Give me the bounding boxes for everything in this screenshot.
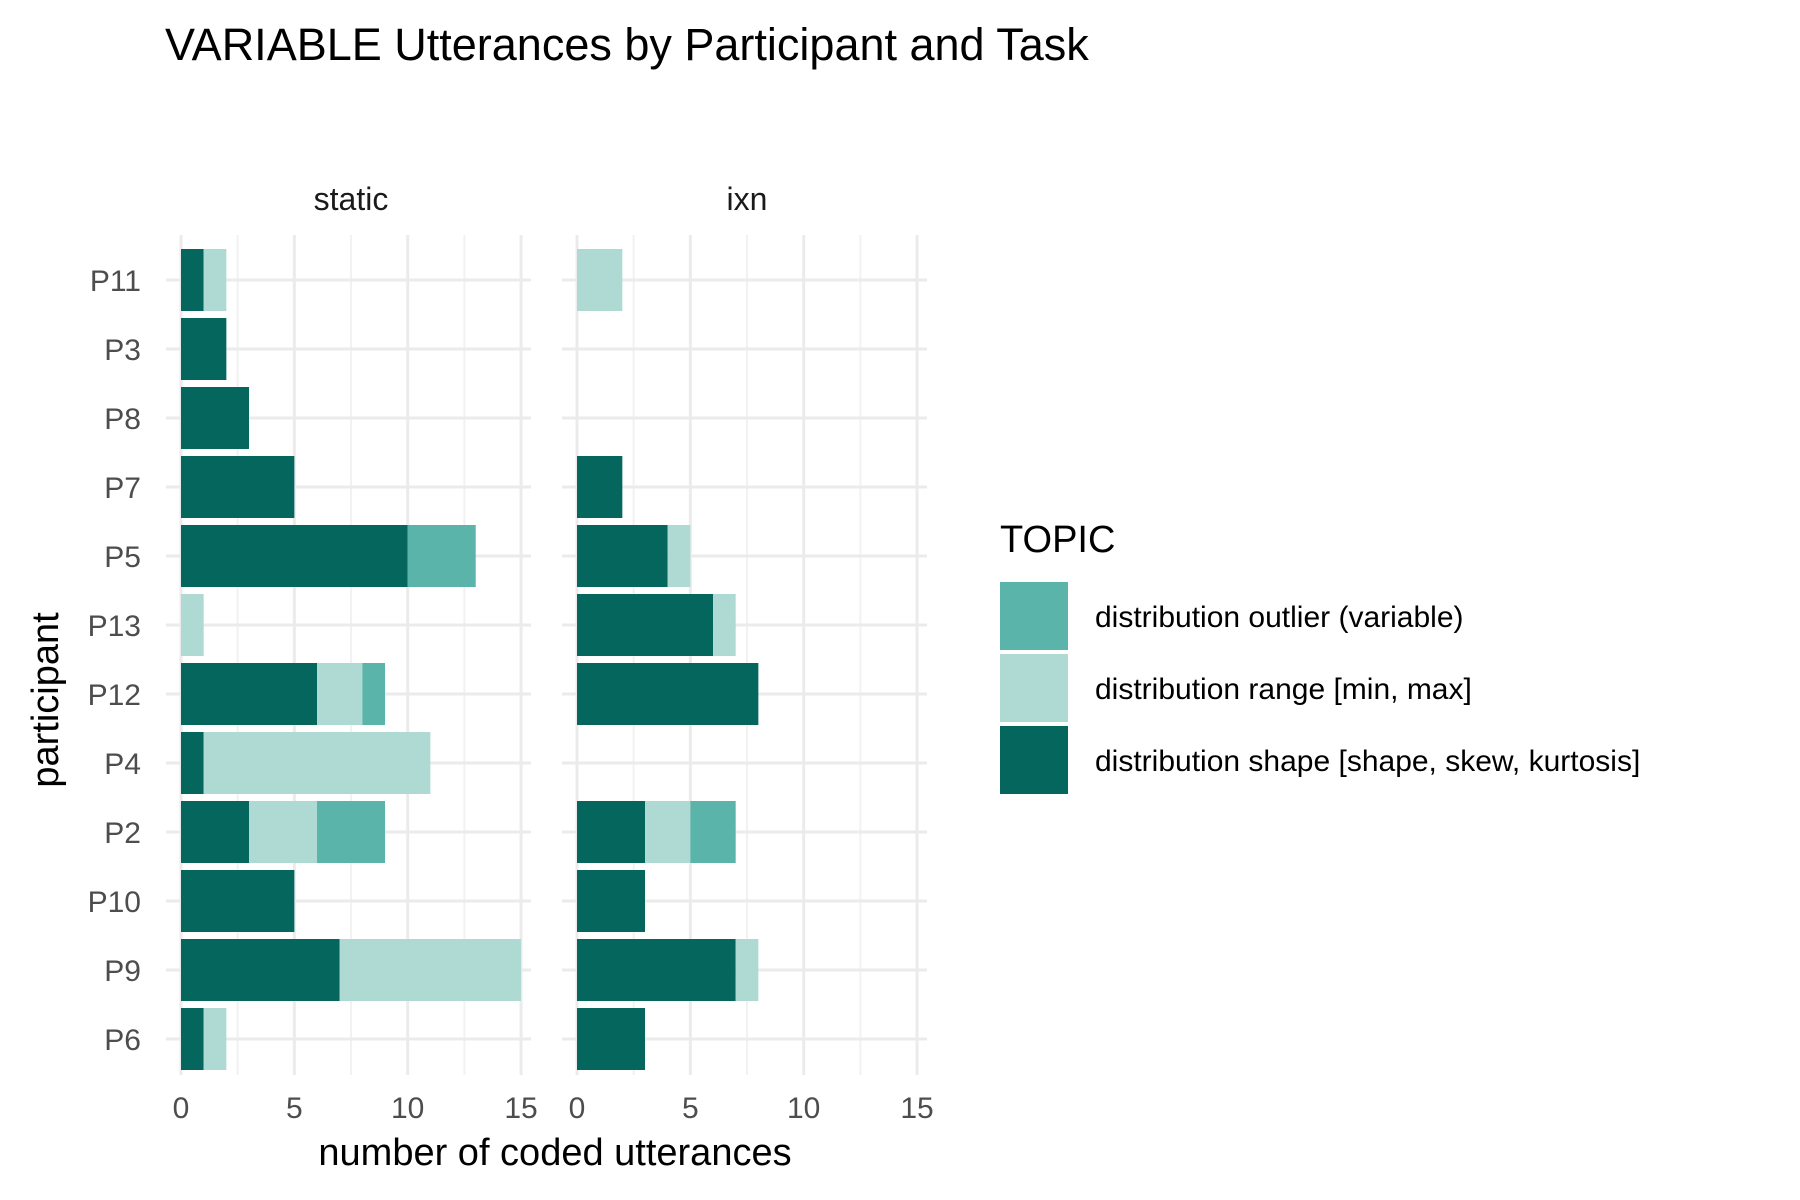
bar-static-P11 — [181, 249, 204, 311]
x-tick-label: 10 — [391, 1092, 424, 1125]
y-tick-label: P2 — [104, 817, 141, 850]
bar-static-P6 — [204, 1008, 227, 1070]
y-tick-label: P3 — [104, 334, 141, 367]
bar-ixn-P2 — [645, 801, 690, 863]
bar-ixn-P7 — [577, 456, 622, 518]
x-axis-title: number of coded utterances — [318, 1132, 791, 1174]
legend-swatch — [1000, 726, 1068, 794]
bar-static-P8 — [181, 387, 249, 449]
bar-static-P9 — [181, 939, 340, 1001]
bar-ixn-P6 — [577, 1008, 645, 1070]
x-tick-label: 15 — [900, 1092, 933, 1125]
x-tick-label: 0 — [173, 1092, 190, 1125]
bar-static-P12 — [362, 663, 385, 725]
y-tick-label: P10 — [88, 886, 141, 919]
bar-static-P2 — [249, 801, 317, 863]
bar-static-P2 — [317, 801, 385, 863]
bar-ixn-P12 — [577, 663, 758, 725]
bar-ixn-P13 — [713, 594, 736, 656]
bar-ixn-P2 — [690, 801, 735, 863]
x-tick-label: 5 — [286, 1092, 303, 1125]
x-tick-label: 15 — [504, 1092, 537, 1125]
panels: 0 5 10 15 static 0 5 10 15 ixn — [166, 181, 934, 1125]
bar-static-P5 — [181, 525, 408, 587]
y-axis-labels: P11 P3 P8 P7 P5 P13 P12 P4 P2 P10 P9 P6 — [88, 265, 141, 1057]
y-tick-label: P7 — [104, 472, 141, 505]
bar-static-P4 — [204, 732, 431, 794]
bar-ixn-P9 — [577, 939, 736, 1001]
bar-ixn-P13 — [577, 594, 713, 656]
x-tick-label: 5 — [682, 1092, 699, 1125]
bar-static-P2 — [181, 801, 249, 863]
bar-static-P3 — [181, 318, 226, 380]
x-tick-label: 10 — [787, 1092, 820, 1125]
y-tick-label: P8 — [104, 403, 141, 436]
y-tick-label: P4 — [104, 748, 141, 781]
y-tick-label: P13 — [88, 610, 141, 643]
panel-ixn: 0 5 10 15 ixn — [562, 181, 934, 1125]
chart-title: VARIABLE Utterances by Participant and T… — [165, 19, 1089, 70]
y-tick-label: P11 — [90, 265, 141, 298]
bar-ixn-P11 — [577, 249, 622, 311]
legend-title: TOPIC — [1000, 519, 1115, 561]
y-tick-label: P6 — [104, 1024, 141, 1057]
facet-label-static: static — [314, 181, 389, 217]
bar-static-P12 — [181, 663, 317, 725]
bar-static-P11 — [204, 249, 227, 311]
bar-static-P9 — [340, 939, 521, 1001]
bar-static-P13 — [181, 594, 204, 656]
facet-label-ixn: ixn — [727, 181, 768, 217]
bar-ixn-P10 — [577, 870, 645, 932]
y-tick-label: P12 — [88, 679, 141, 712]
bar-ixn-P5 — [668, 525, 691, 587]
legend: TOPIC distribution outlier (variable) dis… — [1000, 519, 1640, 794]
bar-static-P6 — [181, 1008, 204, 1070]
y-tick-label: P9 — [104, 955, 141, 988]
x-tick-label: 0 — [569, 1092, 586, 1125]
legend-swatch — [1000, 654, 1068, 722]
bar-static-P10 — [181, 870, 294, 932]
bar-ixn-P5 — [577, 525, 668, 587]
bar-ixn-P2 — [577, 801, 645, 863]
bar-static-P12 — [317, 663, 362, 725]
legend-label: distribution shape [shape, skew, kurtosi… — [1095, 745, 1640, 778]
legend-label: distribution range [min, max] — [1095, 673, 1472, 706]
panel-static: 0 5 10 15 static — [166, 181, 538, 1125]
legend-label: distribution outlier (variable) — [1095, 601, 1464, 634]
y-tick-label: P5 — [104, 541, 141, 574]
bar-ixn-P9 — [736, 939, 759, 1001]
bar-static-P7 — [181, 456, 294, 518]
legend-swatch — [1000, 582, 1068, 650]
y-axis-title: participant — [25, 612, 67, 788]
bar-static-P4 — [181, 732, 204, 794]
bar-static-P5 — [408, 525, 476, 587]
